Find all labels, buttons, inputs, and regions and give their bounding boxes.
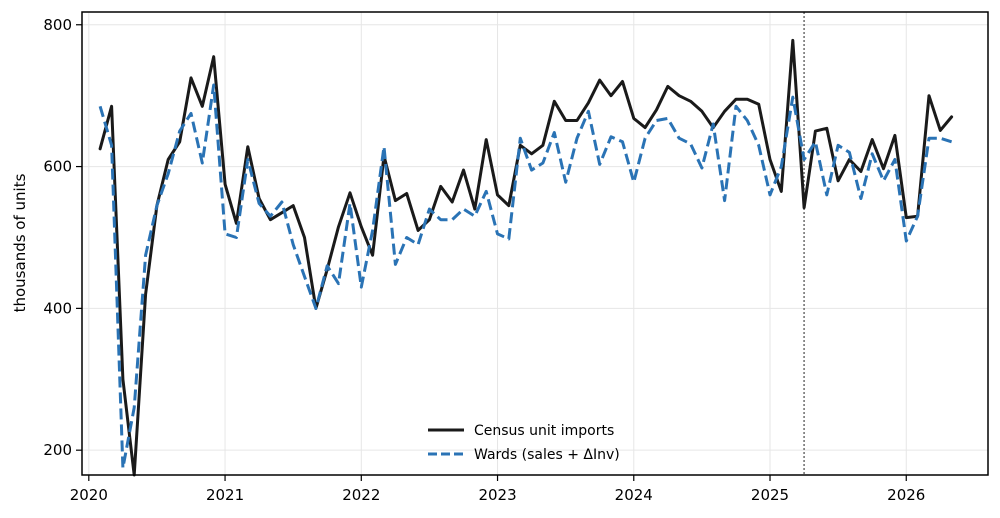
x-tick-label-2022: 2022 [342, 486, 380, 504]
plot-frame [81, 11, 989, 476]
legend-label-census: Census unit imports [474, 423, 614, 439]
series-line-1 [98, 83, 953, 470]
series-lines [98, 38, 954, 477]
x-tick-label-2025: 2025 [751, 486, 789, 504]
axis-ticks: 2020 2021 2022 2023 2024 2025 2026 200 400 600 800 [43, 16, 925, 504]
y-tick-label-600: 600 [43, 158, 72, 176]
x-tick-label-2023: 2023 [478, 486, 516, 504]
x-tick-label-2020: 2020 [70, 486, 108, 504]
legend: Census unit imports Wards (sales + ΔInv) [428, 423, 620, 463]
y-tick-label-400: 400 [43, 299, 72, 317]
y-axis-label: thousands of units [11, 173, 29, 312]
legend-label-wards: Wards (sales + ΔInv) [474, 447, 620, 463]
x-tick-label-2026: 2026 [887, 486, 925, 504]
x-tick-label-2024: 2024 [615, 486, 653, 504]
grid-lines [82, 12, 988, 475]
x-tick-label-2021: 2021 [206, 486, 244, 504]
y-tick-label-200: 200 [43, 441, 72, 459]
series-line-0 [98, 38, 954, 477]
y-tick-label-800: 800 [43, 16, 72, 34]
